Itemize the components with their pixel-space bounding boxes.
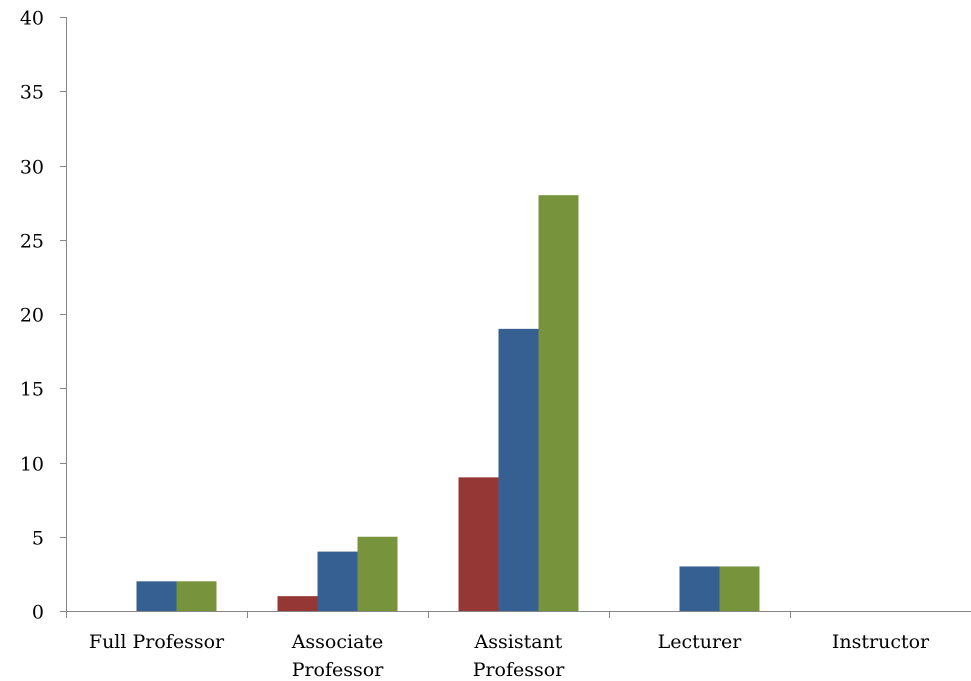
x-category-label: Instructor <box>832 631 930 653</box>
bar <box>277 596 318 611</box>
y-tick-label: 30 <box>20 157 44 179</box>
bar <box>538 195 579 611</box>
x-category-label: Associate <box>291 631 384 653</box>
bar <box>458 477 499 611</box>
bars <box>136 195 760 611</box>
x-category-label: Professor <box>473 659 566 681</box>
y-axis-tick-labels: 0 5 10 15 20 25 30 35 40 <box>20 8 44 624</box>
y-tick-label: 5 <box>32 528 44 550</box>
x-category-label: Professor <box>292 659 385 681</box>
y-tick-label: 25 <box>20 231 44 253</box>
bar <box>317 551 358 611</box>
x-category-label: Lecturer <box>658 631 743 653</box>
bar <box>357 536 398 611</box>
x-category-label: Full Professor <box>89 631 225 653</box>
axis-tick-marks <box>60 17 791 618</box>
bar <box>719 566 760 611</box>
y-tick-label: 20 <box>20 305 44 327</box>
bar <box>176 581 217 611</box>
y-tick-label: 0 <box>32 602 44 624</box>
bar <box>679 566 720 611</box>
y-tick-label: 15 <box>20 379 44 401</box>
y-tick-label: 35 <box>20 82 44 104</box>
bar <box>498 328 539 611</box>
y-tick-label: 40 <box>20 8 44 30</box>
bar <box>136 581 177 611</box>
y-tick-label: 10 <box>20 454 44 476</box>
x-category-label: Assistant <box>474 631 563 653</box>
x-axis-category-labels: Full Professor Associate Professor Assistan… <box>89 631 930 681</box>
